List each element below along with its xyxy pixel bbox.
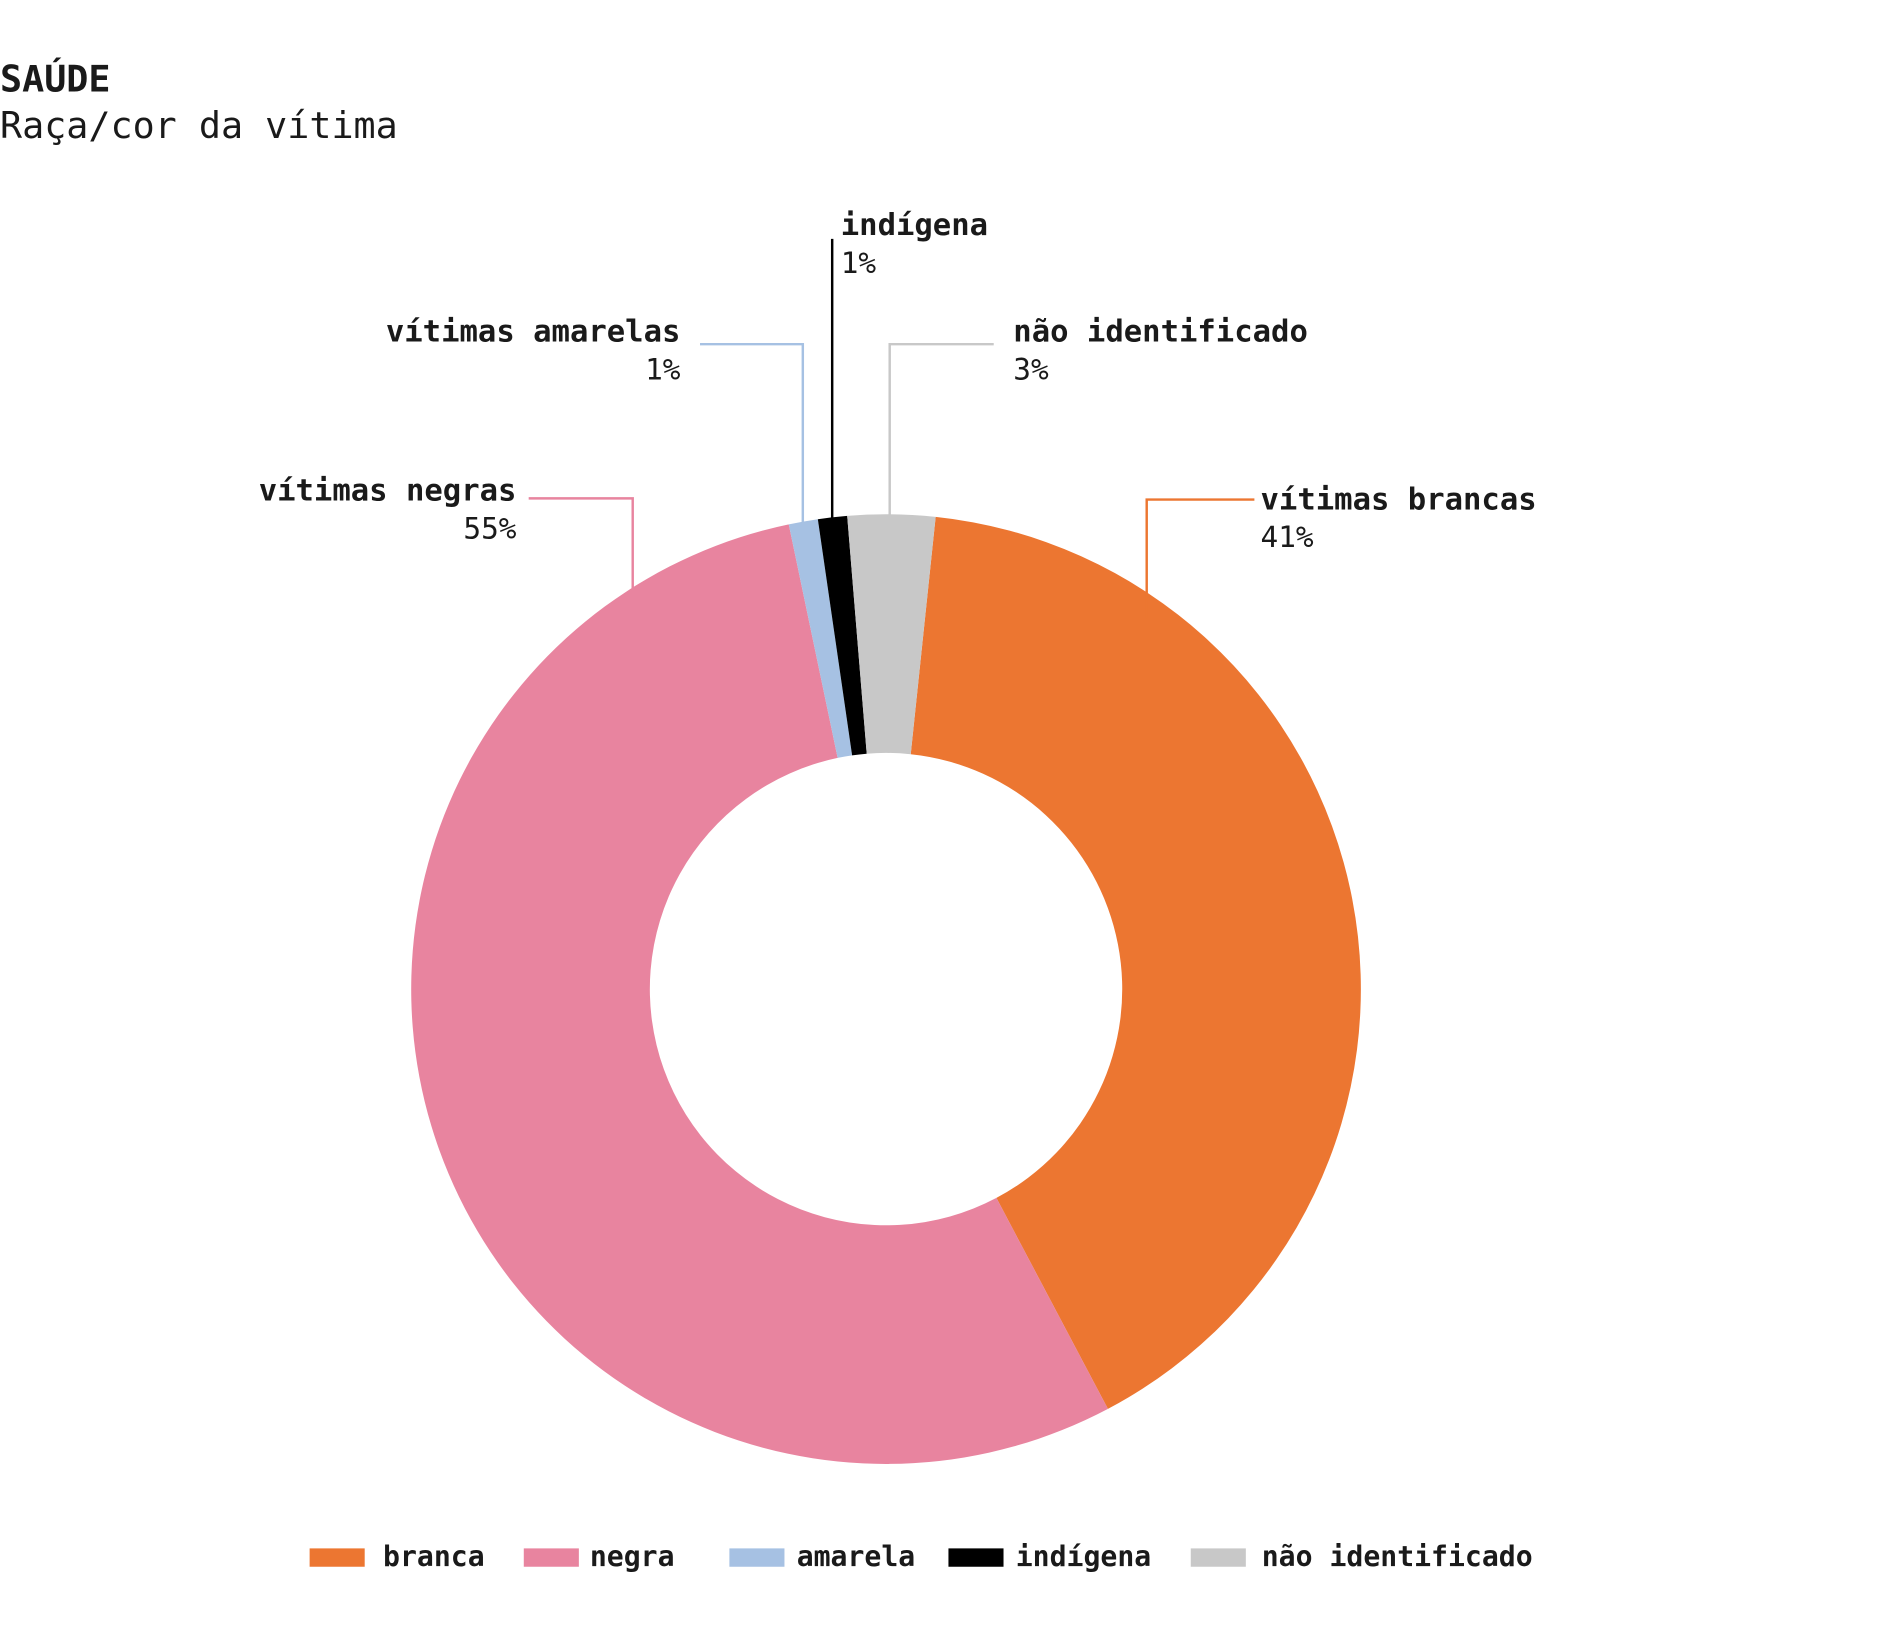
legend-label: branca <box>383 1540 485 1573</box>
legend-label: indígena <box>1016 1540 1151 1573</box>
legend-swatch <box>523 1548 579 1567</box>
slice <box>910 516 1361 1409</box>
legend-label: negra <box>590 1540 675 1573</box>
legend-label: amarela <box>797 1540 916 1573</box>
callout-label: vítimas negras <box>259 474 517 509</box>
legend-swatch <box>309 1548 365 1567</box>
data-label: 55% <box>463 512 516 546</box>
slice <box>817 515 867 756</box>
callout-label: indígena <box>841 208 988 243</box>
chart-title: SAÚDE <box>0 57 111 101</box>
legend-swatch <box>1190 1548 1246 1567</box>
legend-swatch <box>729 1548 785 1567</box>
legend-swatch <box>948 1548 1004 1567</box>
callout-label: vítimas amarelas <box>386 315 681 350</box>
data-label: 41% <box>1261 520 1314 554</box>
leader-line <box>528 497 634 701</box>
slice <box>411 524 1108 1464</box>
slice <box>788 519 853 758</box>
callout-label: não identificado <box>1013 315 1308 350</box>
slice <box>847 514 936 755</box>
leader-line <box>1145 498 1255 619</box>
chart-subtitle: Raça/cor da vítima <box>0 104 398 147</box>
data-label: 1% <box>645 353 681 387</box>
leader-line <box>888 342 994 517</box>
callout-label: vítimas brancas <box>1261 482 1537 517</box>
data-label: 1% <box>841 246 877 280</box>
leader-line <box>700 342 805 525</box>
legend-label: não identificado <box>1262 1540 1533 1573</box>
data-label: 3% <box>1013 353 1049 387</box>
